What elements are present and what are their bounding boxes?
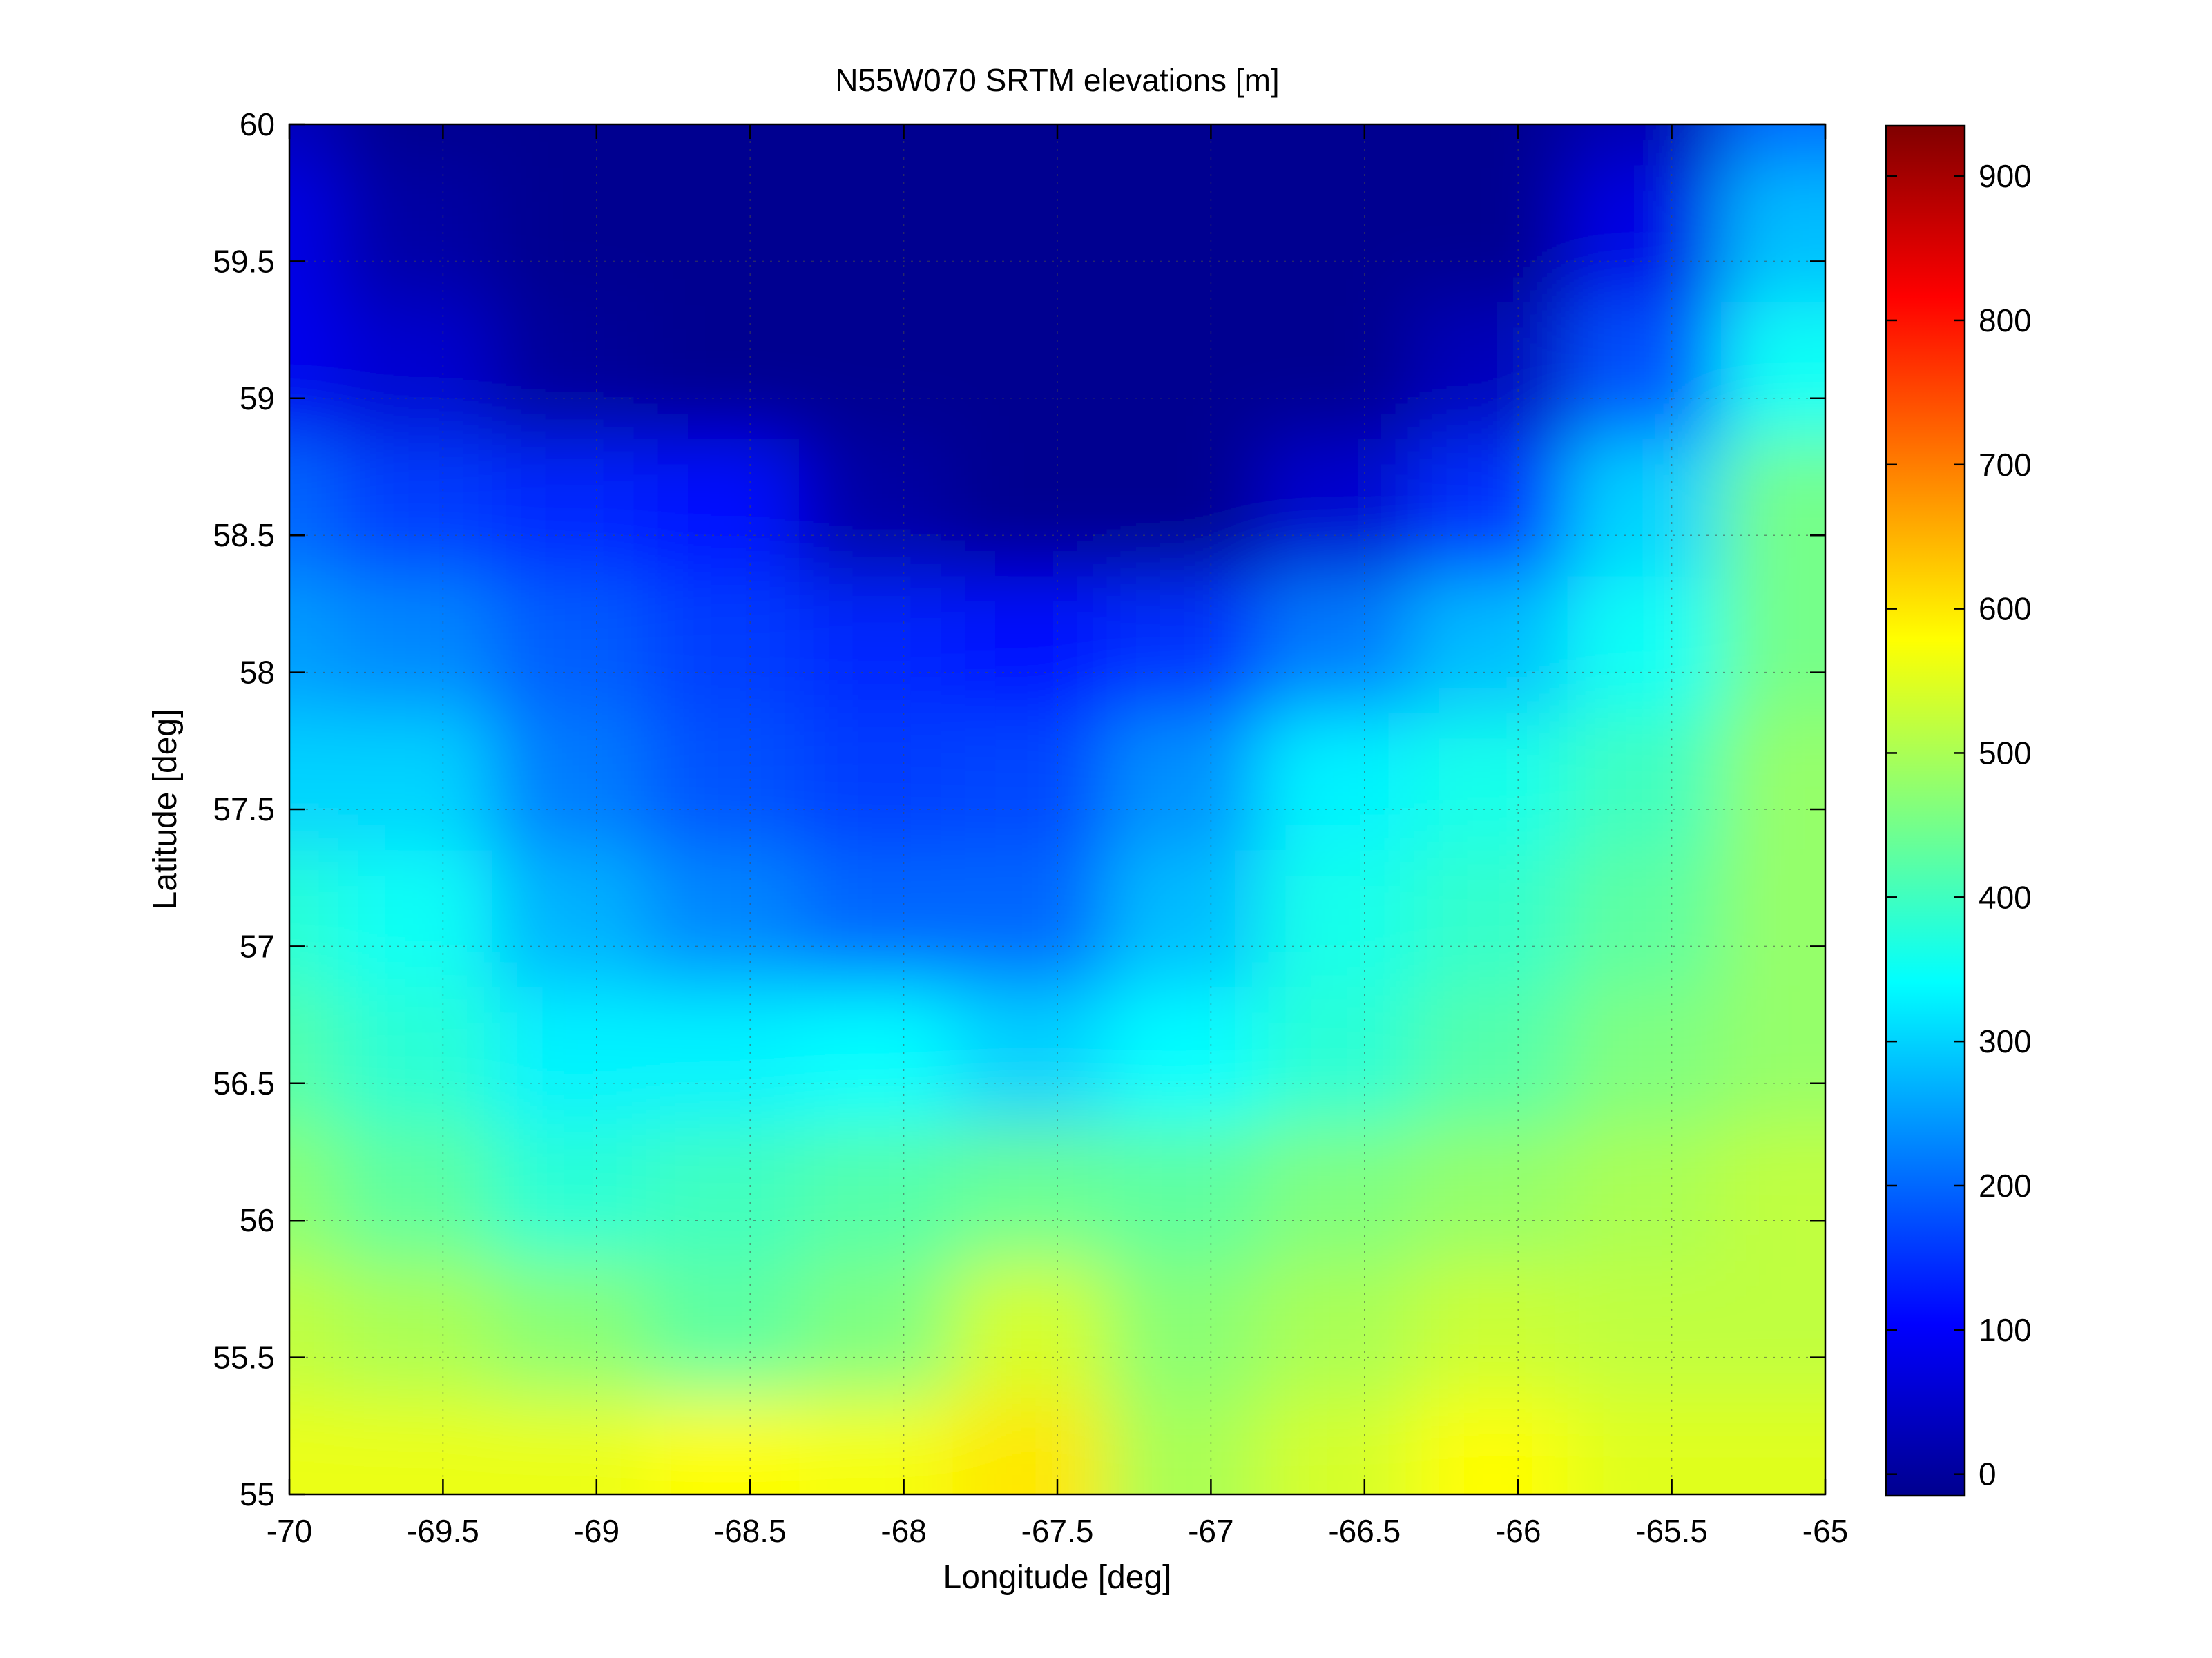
y-tick-label: 58 bbox=[240, 655, 275, 691]
heatmap-cell bbox=[1720, 1398, 1825, 1494]
y-tick-label: 59 bbox=[240, 380, 275, 416]
x-tick-label: -67.5 bbox=[1021, 1513, 1094, 1549]
colorbar-tick-label: 800 bbox=[1979, 302, 2032, 338]
y-tick-label: 56.5 bbox=[213, 1066, 275, 1101]
x-tick-label: -70 bbox=[267, 1513, 312, 1549]
x-tick-label: -69 bbox=[574, 1513, 619, 1549]
colorbar-gradient bbox=[1885, 124, 1966, 1497]
heatmap-blur-layer bbox=[289, 124, 1825, 1494]
colorbar-tick-label: 300 bbox=[1979, 1023, 2032, 1059]
y-tick-label: 55.5 bbox=[213, 1340, 275, 1376]
x-tick-label: -68.5 bbox=[714, 1513, 787, 1549]
y-tick-label: 57 bbox=[240, 928, 275, 964]
x-axis: -70 -69.5 -69 -68.5 -68 -67.5 -67 -66.5 -66 -65.5… bbox=[267, 124, 1848, 1549]
colorbar-ticks: 0 100 200 300 400 500 600 700 800 900 bbox=[1886, 158, 2032, 1492]
colorbar-tick-label: 400 bbox=[1979, 879, 2032, 915]
y-axis: 55 55.5 56 56.5 57 57.5 58 58.5 59 59.5 60 bbox=[213, 106, 1825, 1512]
plot-area bbox=[288, 123, 1827, 1496]
colorbar-tick-label: 500 bbox=[1979, 735, 2032, 771]
colorbar-tick-label: 900 bbox=[1979, 158, 2032, 194]
x-tick-label: -65 bbox=[1802, 1513, 1848, 1549]
y-tick-label: 55 bbox=[240, 1476, 275, 1512]
x-tick-label: -69.5 bbox=[407, 1513, 479, 1549]
y-tick-label: 59.5 bbox=[213, 243, 275, 279]
x-tick-label: -67 bbox=[1188, 1513, 1233, 1549]
y-tick-label: 60 bbox=[240, 106, 275, 142]
y-tick-label: 57.5 bbox=[213, 791, 275, 827]
y-tick-label: 58.5 bbox=[213, 517, 275, 553]
y-axis-label: Latitude [deg] bbox=[147, 709, 184, 910]
colorbar: 0 100 200 300 400 500 600 700 800 900 bbox=[1885, 124, 2032, 1497]
colorbar-tick-label: 700 bbox=[1979, 447, 2032, 483]
elevation-heatmap bbox=[289, 124, 1825, 1494]
x-axis-label: Longitude [deg] bbox=[943, 1559, 1172, 1596]
x-tick-label: -68 bbox=[881, 1513, 926, 1549]
colorbar-tick-label: 0 bbox=[1979, 1456, 1997, 1492]
colorbar-tick-label: 600 bbox=[1979, 591, 2032, 627]
x-tick-label: -66.5 bbox=[1328, 1513, 1401, 1549]
x-tick-label: -66 bbox=[1495, 1513, 1541, 1549]
colorbar-tick-label: 200 bbox=[1979, 1168, 2032, 1204]
colorbar-tick-label: 100 bbox=[1979, 1312, 2032, 1348]
x-tick-label: -65.5 bbox=[1635, 1513, 1708, 1549]
y-tick-label: 56 bbox=[240, 1202, 275, 1238]
chart-title: N55W070 SRTM elevations [m] bbox=[835, 62, 1279, 98]
